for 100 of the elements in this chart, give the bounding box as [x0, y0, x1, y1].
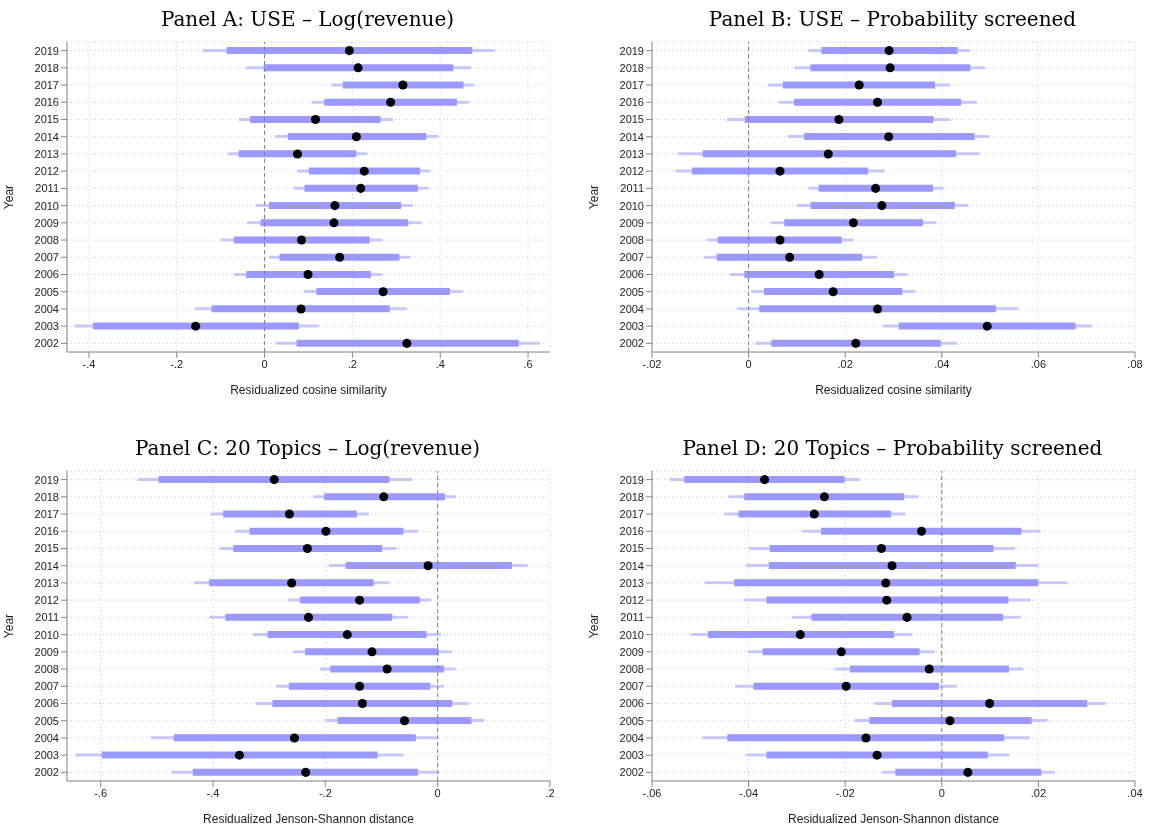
point — [872, 750, 882, 760]
point — [378, 287, 388, 297]
point — [423, 560, 433, 570]
y-tick-label: 2005 — [34, 285, 59, 298]
bar — [768, 561, 1016, 569]
point — [342, 629, 352, 639]
bar — [811, 613, 1004, 621]
point — [402, 338, 412, 348]
bar — [794, 98, 962, 106]
point — [985, 698, 995, 708]
y-tick-label: 2017 — [619, 507, 644, 520]
bar — [784, 219, 923, 227]
point — [302, 543, 312, 553]
point — [881, 577, 891, 587]
y-tick-label: 2012 — [34, 165, 59, 178]
y-tick-label: 2002 — [34, 765, 59, 778]
point — [234, 750, 244, 760]
y-tick-label: 2004 — [619, 302, 644, 315]
bar — [246, 270, 371, 278]
point — [877, 201, 887, 211]
point — [353, 63, 363, 73]
point — [303, 269, 313, 280]
x-tick-label: .02 — [1030, 786, 1047, 799]
y-tick-label: 2019 — [34, 44, 59, 57]
y-tick-label: 2016 — [619, 96, 644, 109]
bar — [250, 115, 381, 123]
x-axis-title: Residualized Jenson-Shannon distance — [203, 811, 415, 826]
x-tick-label: -.02 — [835, 786, 855, 799]
y-axis-title: Year — [587, 184, 602, 210]
x-tick-label: .04 — [1127, 786, 1143, 799]
y-tick-label: 2004 — [619, 731, 644, 744]
chart-title: Panel A: USE – Log(revenue) — [159, 6, 456, 33]
bar — [759, 305, 996, 313]
point — [330, 201, 340, 211]
y-tick-label: 2010 — [619, 628, 644, 641]
x-tick-label: -.4 — [206, 786, 220, 799]
point — [287, 577, 297, 587]
bar — [324, 492, 445, 500]
y-tick-label: 2008 — [34, 233, 59, 246]
bar — [753, 682, 939, 690]
point — [871, 183, 881, 193]
point — [861, 732, 871, 742]
point — [284, 509, 294, 519]
bar — [288, 682, 431, 690]
y-tick-label: 2012 — [619, 165, 644, 178]
bar — [308, 167, 421, 175]
point — [344, 46, 354, 56]
point — [382, 664, 392, 674]
y-tick-label: 2006 — [34, 268, 59, 281]
y-axis-title: Year — [2, 613, 17, 638]
y-tick-label: 2012 — [34, 593, 59, 606]
y-tick-label: 2014 — [619, 559, 644, 572]
bar — [821, 47, 958, 54]
point — [289, 732, 299, 742]
y-tick-label: 2014 — [34, 559, 59, 572]
x-axis-title: Residualized cosine similarity — [815, 383, 972, 397]
x-tick-label: 0 — [261, 357, 268, 370]
y-tick-label: 2003 — [34, 748, 59, 761]
chart-title: Panel C: 20 Topics – Log(revenue) — [133, 434, 482, 462]
bar — [771, 339, 941, 347]
point — [876, 543, 886, 553]
point — [917, 526, 927, 536]
y-tick-label: 2015 — [34, 541, 59, 554]
y-tick-label: 2017 — [619, 78, 644, 91]
y-tick-label: 2002 — [619, 337, 644, 350]
point — [296, 235, 306, 245]
bar — [869, 716, 1032, 724]
y-tick-label: 2017 — [34, 507, 59, 520]
y-tick-label: 2013 — [619, 147, 644, 160]
point — [854, 80, 864, 90]
point — [841, 681, 851, 691]
point — [775, 235, 785, 245]
bar — [101, 751, 378, 759]
y-tick-label: 2004 — [34, 302, 59, 315]
point — [379, 491, 389, 501]
bar — [330, 664, 444, 672]
point — [386, 97, 396, 107]
bar — [173, 733, 416, 741]
x-tick-label: .2 — [545, 786, 555, 799]
y-tick-label: 2002 — [619, 765, 644, 778]
bar — [238, 150, 357, 158]
bar — [158, 475, 390, 483]
bar — [716, 253, 863, 261]
y-tick-label: 2012 — [619, 593, 644, 606]
point — [884, 46, 894, 56]
x-tick-label: .02 — [837, 357, 853, 370]
point — [400, 715, 410, 725]
y-tick-label: 2005 — [619, 714, 644, 727]
x-tick-label: .06 — [1030, 357, 1047, 370]
bar — [249, 527, 404, 535]
x-tick-label: -.2 — [318, 786, 332, 799]
point — [873, 304, 883, 314]
bar — [782, 81, 936, 89]
point — [356, 183, 366, 193]
point — [321, 526, 331, 536]
y-tick-label: 2013 — [34, 147, 59, 160]
y-axis-title: Year — [2, 184, 17, 210]
point — [884, 132, 894, 142]
y-tick-label: 2019 — [619, 473, 644, 486]
bar — [708, 630, 894, 638]
